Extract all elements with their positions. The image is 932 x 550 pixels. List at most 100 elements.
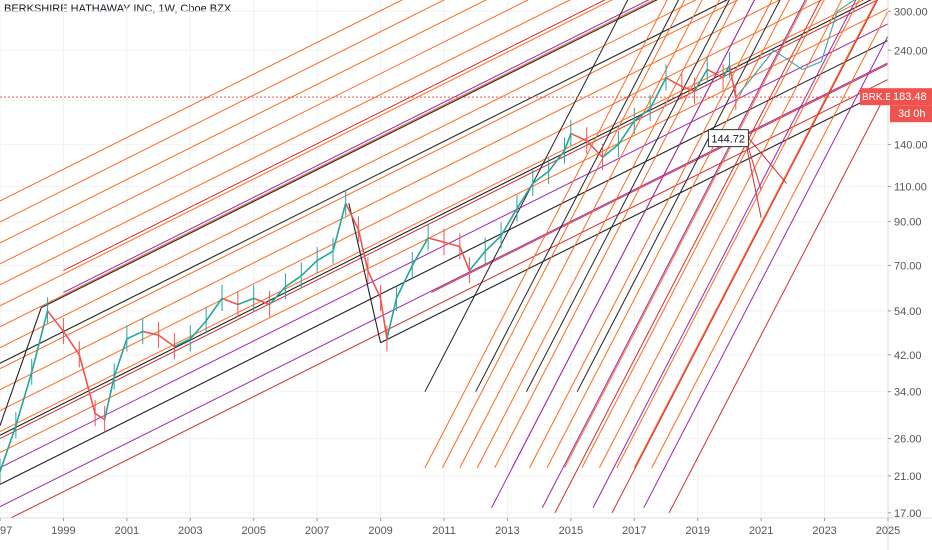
price-segment bbox=[344, 202, 360, 230]
price-segment bbox=[411, 237, 429, 266]
orange-steep-line bbox=[511, 0, 755, 468]
orange-channel-line bbox=[0, 0, 697, 349]
x-tick-label: 2013 bbox=[495, 525, 519, 537]
price-badge-value: 183.48 bbox=[893, 91, 927, 103]
red-fan-lines bbox=[0, 0, 888, 518]
plot-area bbox=[0, 0, 888, 518]
orange-channel-line bbox=[0, 0, 487, 244]
price-segment bbox=[468, 250, 486, 272]
price-segment bbox=[722, 65, 731, 79]
orange-steep-line bbox=[633, 0, 877, 468]
price-segment bbox=[459, 246, 471, 271]
black-channel-line bbox=[0, 0, 872, 436]
price-segment bbox=[665, 77, 683, 88]
y-tick-label: 140.00 bbox=[894, 139, 928, 151]
y-tick-label: 34.00 bbox=[894, 387, 922, 399]
x-tick-label: 2011 bbox=[432, 525, 456, 537]
y-tick-label: 300.00 bbox=[894, 6, 928, 18]
price-segment bbox=[46, 310, 65, 332]
price-segment bbox=[268, 286, 287, 306]
price-segment bbox=[532, 170, 550, 185]
red-steep-line bbox=[554, 0, 822, 514]
price-segment bbox=[386, 298, 398, 340]
x-tick-label: 1999 bbox=[51, 525, 75, 537]
price-segment bbox=[570, 132, 588, 142]
purple-steep-line bbox=[541, 0, 806, 508]
price-countdown-bg bbox=[890, 105, 932, 123]
price-segment bbox=[158, 334, 175, 348]
orange-channel-line bbox=[0, 0, 823, 412]
x-tick-label: 2025 bbox=[876, 525, 900, 537]
red-fan-line bbox=[0, 0, 879, 440]
price-segment bbox=[728, 65, 737, 98]
y-tick-label: 110.00 bbox=[894, 182, 927, 194]
chart-title: BERKSHIRE HATHAWAY INC, 1W, Cboe BZX bbox=[4, 3, 232, 15]
orange-channel-lines bbox=[0, 0, 888, 453]
orange-channel-line bbox=[0, 0, 613, 307]
price-segment bbox=[379, 298, 388, 339]
price-segment bbox=[693, 69, 708, 92]
orange-channel-line bbox=[0, 0, 739, 370]
orange-steep-line bbox=[494, 0, 738, 468]
price-segment bbox=[300, 260, 318, 277]
price-segment bbox=[706, 68, 724, 79]
orange-channel-line bbox=[0, 0, 446, 223]
price-segment bbox=[649, 77, 667, 109]
price-segment bbox=[602, 143, 619, 158]
price-series bbox=[0, 52, 737, 485]
black-channel-line bbox=[40, 0, 658, 309]
x-tick-label: 2003 bbox=[178, 525, 202, 537]
black-channel-line bbox=[348, 203, 382, 343]
red-arrow bbox=[743, 132, 787, 184]
price-segment bbox=[15, 372, 33, 426]
price-segment bbox=[563, 133, 572, 152]
black-channel-line bbox=[0, 39, 888, 485]
black-channel-line bbox=[0, 0, 728, 364]
price-segment bbox=[586, 140, 604, 158]
orange-steep-line bbox=[564, 0, 808, 468]
price-segment bbox=[357, 229, 369, 271]
price-segment bbox=[316, 250, 334, 262]
price-segment bbox=[189, 320, 207, 340]
red-steep-line bbox=[611, 0, 879, 514]
orange-channel-line bbox=[0, 0, 529, 265]
price-segment bbox=[113, 338, 128, 378]
gridlines bbox=[0, 0, 889, 518]
annotation-box bbox=[707, 129, 749, 148]
price-segment bbox=[395, 265, 414, 299]
orange-channel-line bbox=[0, 0, 404, 202]
price-segment bbox=[253, 297, 270, 306]
black-steep-line bbox=[424, 0, 629, 392]
black-channel-line bbox=[380, 88, 888, 344]
red-fan-line bbox=[431, 63, 888, 293]
black-steep-line bbox=[475, 0, 680, 392]
price-segment bbox=[142, 330, 159, 336]
orange-steep-line bbox=[441, 0, 686, 468]
price-segment bbox=[30, 310, 49, 373]
price-segment bbox=[126, 330, 144, 340]
black-channel-lines bbox=[0, 0, 888, 485]
price-segment bbox=[367, 270, 382, 299]
purple-steep-line bbox=[592, 0, 857, 508]
price-segment bbox=[103, 376, 115, 420]
orange-steep-line bbox=[651, 10, 888, 468]
x-tick-label: 2017 bbox=[622, 525, 646, 537]
y-tick-label: 17.00 bbox=[894, 508, 922, 520]
red-steep-line bbox=[668, 88, 888, 514]
price-badge-value-bg bbox=[890, 88, 932, 106]
price-segment bbox=[221, 297, 239, 306]
y-tick-label: 21.00 bbox=[894, 471, 922, 483]
price-segment bbox=[516, 182, 534, 209]
price-segment bbox=[205, 297, 223, 322]
y-tick-label: 90.00 bbox=[894, 217, 922, 229]
x-tick-label: 2015 bbox=[559, 525, 583, 537]
x-tick-label: 2007 bbox=[305, 525, 329, 537]
price-segment bbox=[633, 107, 651, 122]
orange-steep-line bbox=[598, 0, 843, 468]
price-segment bbox=[78, 354, 96, 414]
black-steep-line bbox=[526, 0, 730, 392]
x-tick-label: 1997 bbox=[0, 525, 12, 537]
red-fan-line bbox=[9, 78, 888, 518]
